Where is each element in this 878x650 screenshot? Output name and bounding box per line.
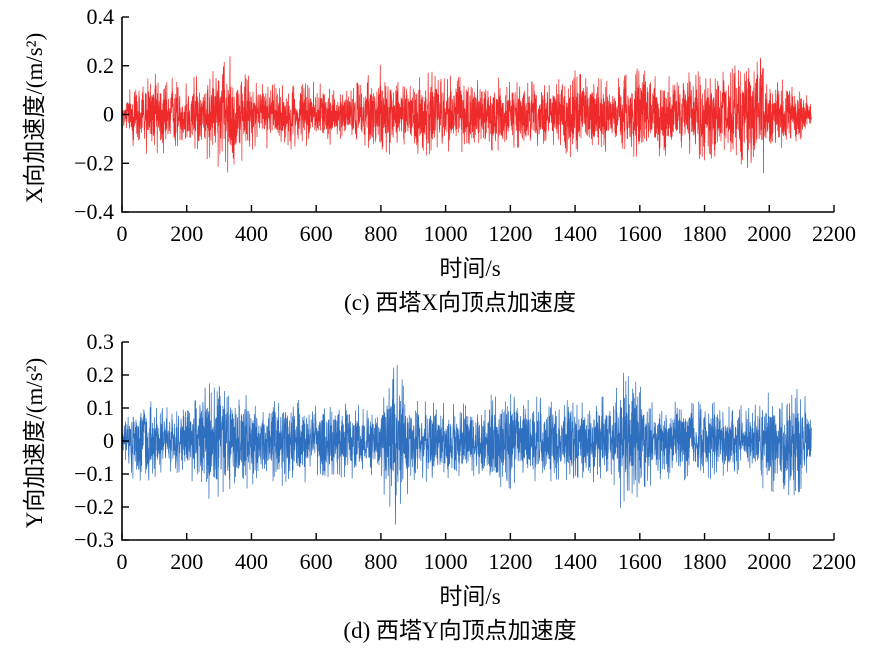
x-tick-label: 800 xyxy=(364,221,397,246)
plot-area-d: −0.3 −0.2 −0.1 0 0.1 0.2 0.3 0 200 400 600 800 1000 1… xyxy=(74,329,856,574)
series-line xyxy=(121,56,812,174)
panel-d: −0.3 −0.2 −0.1 0 0.1 0.2 0.3 0 200 400 600 800 1000 1… xyxy=(22,329,856,643)
x-tick-label: 1000 xyxy=(424,549,468,574)
caption-c: (c) 西塔X向顶点加速度 xyxy=(344,290,576,315)
panel-c: −0.4 −0.2 0 0.2 0.4 0 200 400 600 800 1000 1200 1400… xyxy=(22,4,856,315)
x-tick-label: 600 xyxy=(300,549,333,574)
x-tick-label: 1400 xyxy=(553,549,597,574)
x-tick-label: 1600 xyxy=(618,549,662,574)
series-line xyxy=(121,365,812,525)
y-tick-label: 0.4 xyxy=(87,4,115,29)
y-tick-label: −0.4 xyxy=(74,199,114,224)
x-tick-label: 400 xyxy=(235,221,268,246)
x-tick-label: 600 xyxy=(300,221,333,246)
x-axis-label-c: 时间/s xyxy=(439,256,500,281)
y-tick-label: 0.2 xyxy=(87,362,115,387)
x-tick-label: 1600 xyxy=(618,221,662,246)
y-axis-label-d: Y向加速度/(m/s²) xyxy=(22,358,47,528)
x-tick-label: 1800 xyxy=(683,549,727,574)
x-tick-label: 200 xyxy=(170,221,203,246)
x-tick-label: 0 xyxy=(117,549,128,574)
x-tick-label: 0 xyxy=(117,221,128,246)
x-tick-label: 1800 xyxy=(683,221,727,246)
y-tick-label: −0.2 xyxy=(74,494,114,519)
y-tick-label: −0.2 xyxy=(74,150,114,175)
x-tick-label: 200 xyxy=(170,549,203,574)
x-tick-label: 1400 xyxy=(553,221,597,246)
x-tick-label: 2000 xyxy=(747,549,791,574)
y-tick-label: 0.3 xyxy=(87,329,115,354)
y-tick-label: 0.2 xyxy=(87,53,115,78)
x-tick-label: 2000 xyxy=(747,221,791,246)
x-tick-label: 800 xyxy=(364,549,397,574)
plot-area-c: −0.4 −0.2 0 0.2 0.4 0 200 400 600 800 1000 1200 1400… xyxy=(74,4,856,246)
x-tick-label: 1200 xyxy=(488,549,532,574)
y-tick-label: −0.3 xyxy=(74,527,114,552)
x-tick-label: 2200 xyxy=(812,221,856,246)
x-axis-label-d: 时间/s xyxy=(439,584,500,609)
x-tick-label: 2200 xyxy=(812,549,856,574)
x-tick-label: 400 xyxy=(235,549,268,574)
y-tick-label: 0 xyxy=(103,102,114,127)
caption-d: (d) 西塔Y向顶点加速度 xyxy=(343,618,576,643)
x-tick-label: 1200 xyxy=(488,221,532,246)
y-axis-label-c: X向加速度/(m/s²) xyxy=(22,33,47,203)
y-tick-label: −0.1 xyxy=(74,461,114,486)
y-tick-label: 0.1 xyxy=(87,395,115,420)
y-tick-label: 0 xyxy=(103,428,114,453)
x-tick-label: 1000 xyxy=(424,221,468,246)
